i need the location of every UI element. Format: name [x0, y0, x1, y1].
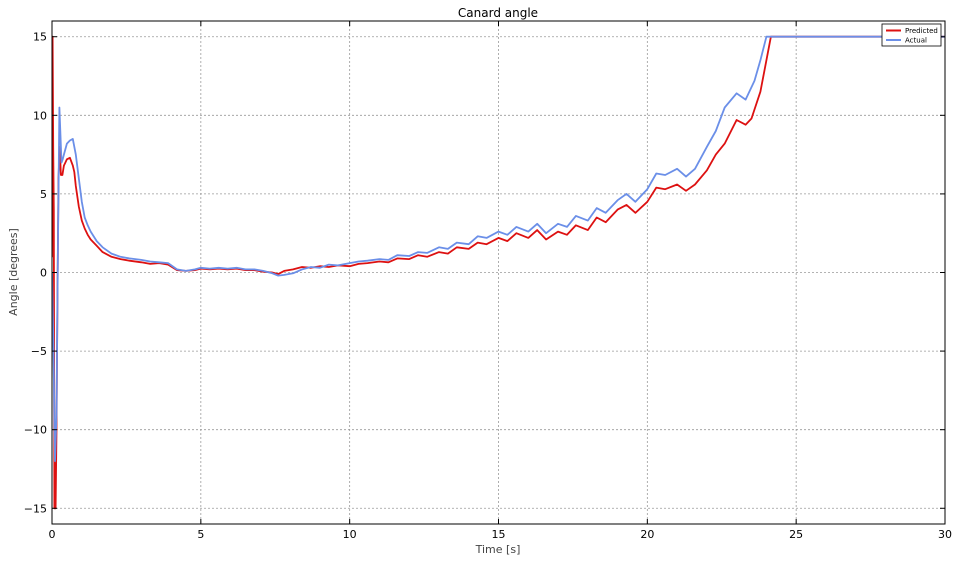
x-axis-label: Time [s] [475, 543, 521, 556]
x-tick-label: 15 [492, 528, 506, 541]
x-tick-labels: 0 5 10 15 20 25 30 [49, 528, 953, 541]
chart-title: Canard angle [458, 6, 538, 20]
x-tick-label: 20 [640, 528, 654, 541]
y-tick-label: −15 [24, 502, 47, 515]
y-tick-label: 15 [33, 31, 47, 44]
series-layer [52, 35, 945, 510]
legend: Predicted Actual [881, 23, 942, 47]
legend-actual-label: Actual [905, 37, 927, 45]
x-tick-label: 25 [789, 528, 803, 541]
x-tick-label: 5 [197, 528, 204, 541]
y-tick-labels: 15 10 5 0 −5 −10 −15 [24, 31, 47, 516]
y-tick-label: −5 [31, 345, 47, 358]
y-tick-label: 5 [40, 188, 47, 201]
series-line-actual [52, 35, 945, 463]
y-tick-label: −10 [24, 424, 47, 437]
x-tick-label: 30 [938, 528, 952, 541]
x-tick-label: 10 [343, 528, 357, 541]
x-tick-label: 0 [49, 528, 56, 541]
y-tick-label: 10 [33, 109, 47, 122]
legend-predicted-label: Predicted [905, 27, 938, 35]
y-axis-label: Angle [degrees] [7, 228, 20, 316]
grid [52, 21, 945, 524]
ticks [51, 21, 946, 524]
y-tick-label: 0 [40, 267, 47, 280]
